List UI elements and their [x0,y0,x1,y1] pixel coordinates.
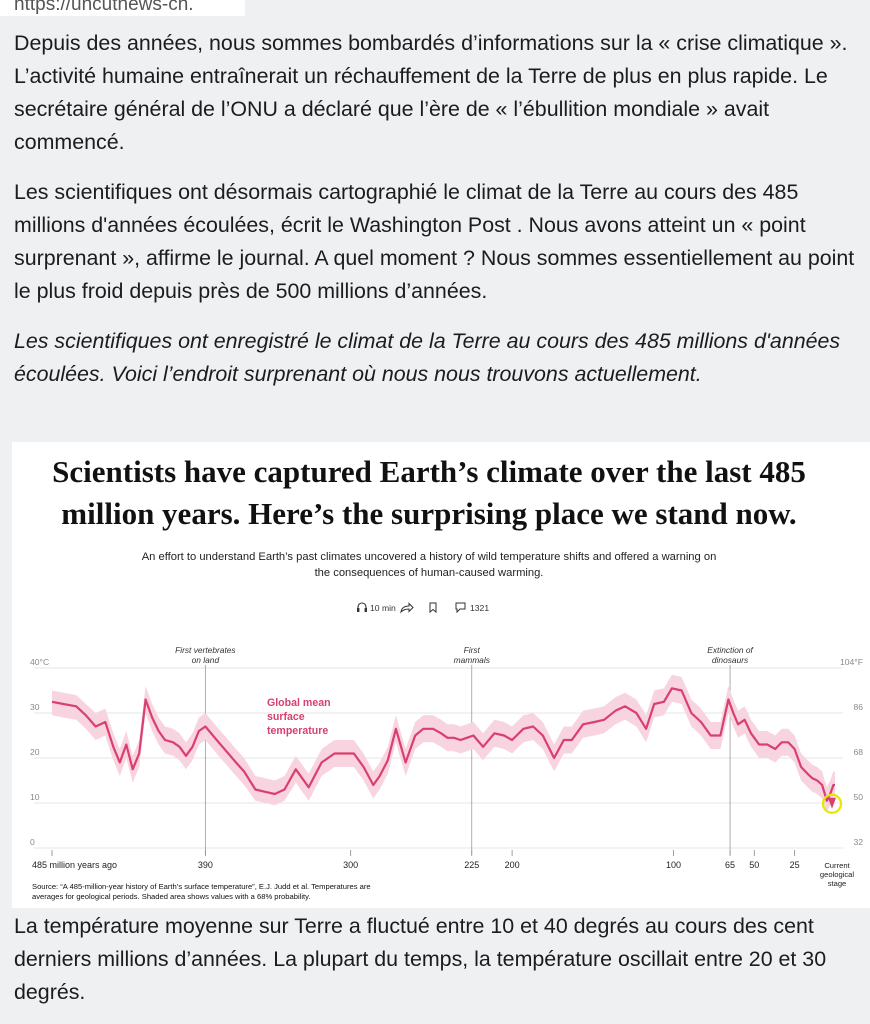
share-icon[interactable] [400,602,414,614]
y-tick-label-right: 104°F [840,657,863,667]
chart-source-line2: averages for geological periods. Shaded … [32,892,310,901]
temperature-line [51,687,835,802]
y-tick-label-left: 10 [30,792,40,802]
y-tick-label-right: 32 [853,837,863,847]
series-label: temperature [267,725,328,737]
series-label: Global mean [267,697,331,709]
paragraph-quote: Les scientifiques ont enregistré le clim… [14,329,841,386]
series-label: surface [267,711,305,723]
x-tick-label: 200 [505,860,520,870]
x-tick-label: 100 [666,860,681,870]
chart-subtitle-line1: An effort to understand Earth’s past cli… [142,551,717,563]
x-tick-label-current: geological [820,870,855,879]
annotation-label: First vertebrates [175,645,236,655]
article-meta: 10 min 1321 [357,602,489,614]
chart-title-line2: million years. Here’s the surprising pla… [61,496,796,531]
x-tick-label: 25 [790,860,800,870]
comment-icon[interactable] [455,602,466,614]
y-tick-label-right: 86 [853,702,863,712]
chart-subtitle-line2: the consequences of human-caused warming… [315,567,544,579]
x-tick-label-current: stage [828,879,847,888]
x-tick-label: 485 million years ago [32,860,117,870]
chart-plot-area: 0 32 10 50 20 68 30 86 40°C 104°F First vertebrate… [30,645,863,888]
annotation-label: on land [192,655,220,665]
y-tick-label-left: 40°C [30,657,49,667]
chart-title-line1: Scientists have captured Earth’s climate… [52,454,806,489]
chart-source-line1: Source: “A 485-million-year history of E… [32,882,371,891]
bookmark-icon[interactable] [429,602,437,614]
y-tick-label-left: 0 [30,837,35,847]
x-tick-label-current: Current [824,861,850,870]
chart-svg: Scientists have captured Earth’s climate… [30,454,863,901]
annotation-label: mammals [454,655,491,665]
annotation-label: dinosaurs [712,655,749,665]
annotation-label: First [464,645,481,655]
x-tick-label: 300 [343,860,358,870]
paragraph-washington-post: Les scientifiques ont désormais cartogra… [14,180,855,303]
read-time: 10 min [370,603,396,613]
x-tick-label: 225 [464,860,479,870]
x-tick-label: 65 [725,860,735,870]
paragraph-intro: Depuis des années, nous sommes bombardés… [14,31,848,154]
y-tick-label-right: 68 [853,747,863,757]
y-tick-label-right: 50 [853,792,863,802]
y-tick-label-left: 30 [30,702,40,712]
url-bar[interactable]: https://uncutnews-ch. [0,0,245,16]
x-tick-label: 390 [198,860,213,870]
current-stage-marker [821,793,843,814]
annotation-label: Extinction of [707,645,754,655]
confidence-band [52,674,835,812]
comment-count: 1321 [470,603,489,613]
current-stage-arrow [828,797,836,809]
x-tick-label: 50 [749,860,759,870]
headphones-icon[interactable] [357,602,367,612]
url-text: https://uncutnews-ch. [14,0,194,15]
chart-figure: Scientists have captured Earth’s climate… [12,442,870,908]
y-tick-label-left: 20 [30,747,40,757]
paragraph-conclusion: La température moyenne sur Terre a fluct… [14,914,827,1004]
